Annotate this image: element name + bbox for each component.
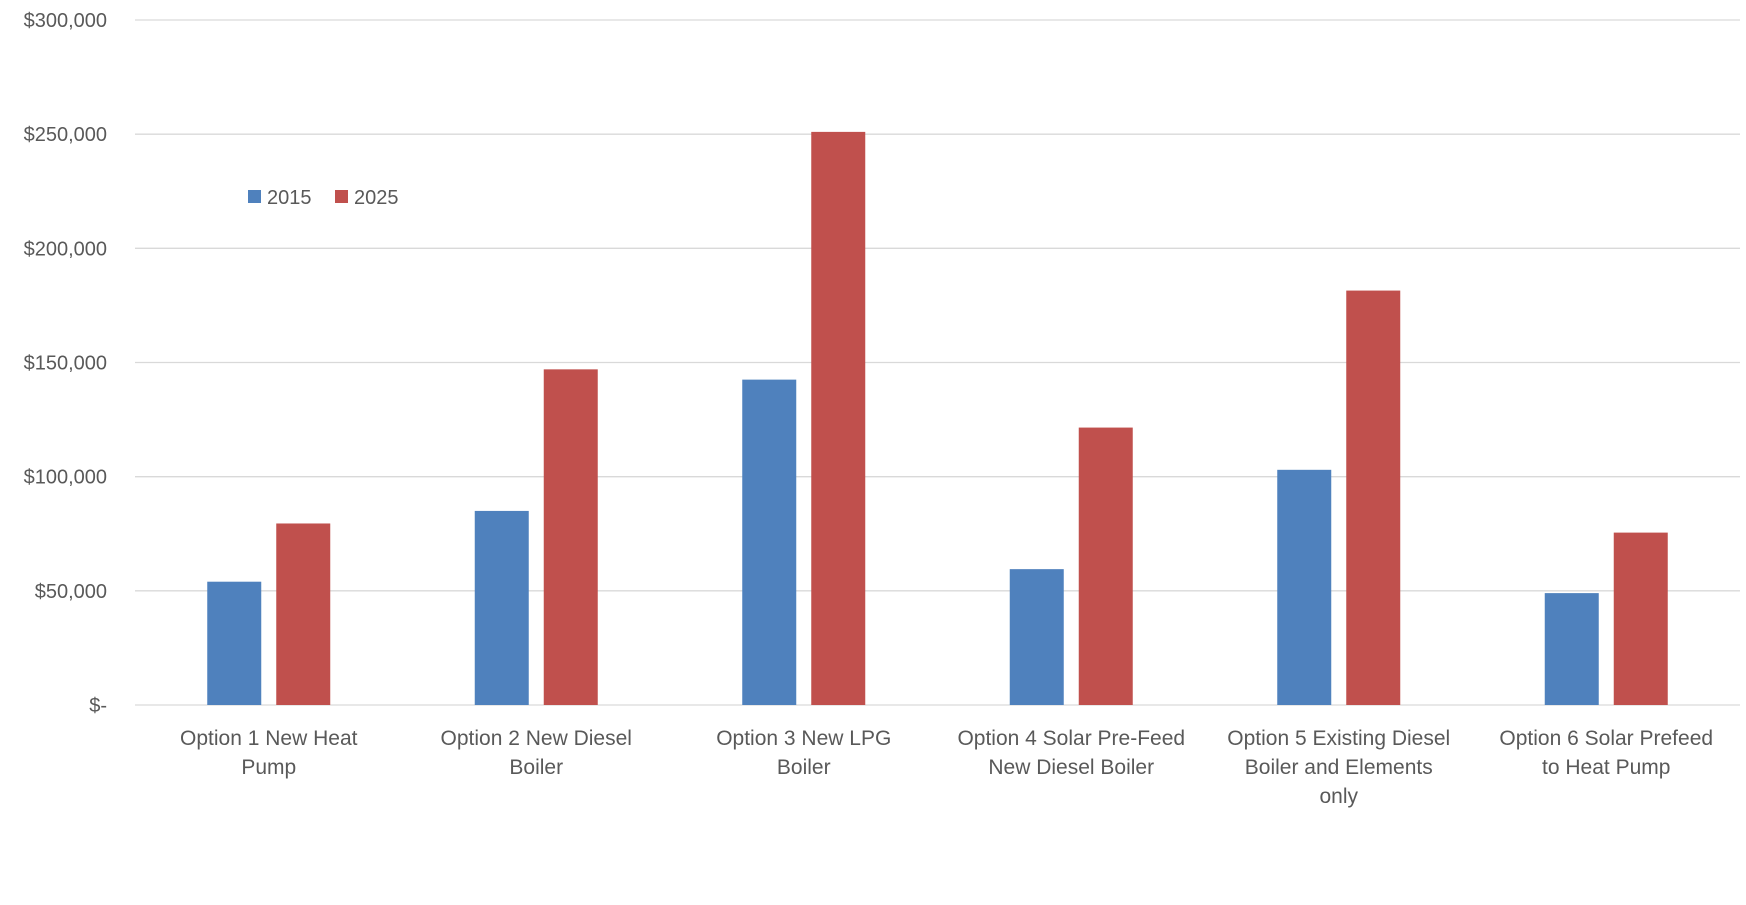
- legend-label-2015: 2015: [267, 187, 312, 209]
- y-tick-label: $100,000: [24, 467, 107, 489]
- bar-2025-3: [811, 131, 866, 706]
- gridlines: [135, 19, 1740, 706]
- x-tick-label: Option 2 New Diesel Boiler: [441, 727, 632, 779]
- x-axis-tick-labels: Option 1 New Heat Pump Option 2 New Diesel…: [180, 727, 1713, 808]
- x-tick-label: Option 3 New LPG Boiler: [716, 727, 891, 779]
- y-tick-label: $150,000: [24, 353, 107, 375]
- x-tick-label: Option 5 Existing Diesel Boiler and Eleme…: [1227, 727, 1450, 808]
- bar-2015-1: [207, 581, 262, 705]
- bar-2025-5: [1346, 290, 1401, 705]
- bar-2015-4: [1009, 569, 1064, 705]
- y-tick-label: $250,000: [24, 124, 107, 146]
- legend-label-2025: 2025: [354, 187, 399, 209]
- legend-swatch-2015: [248, 190, 261, 203]
- bar-2015-5: [1277, 469, 1332, 705]
- y-tick-label: $200,000: [24, 238, 107, 260]
- legend-swatch-2025: [335, 190, 348, 203]
- y-tick-label: $300,000: [24, 10, 107, 32]
- legend: 2015 2025: [248, 187, 399, 209]
- y-axis-tick-labels: $- $50,000 $100,000 $150,000 $200,000 $250,00…: [24, 10, 107, 717]
- x-tick-label: Option 1 New Heat Pump: [180, 727, 358, 779]
- bar-2025-2: [543, 369, 598, 705]
- bars: [207, 131, 1668, 706]
- y-tick-label: $-: [89, 695, 107, 717]
- bar-2015-6: [1544, 593, 1599, 705]
- bar-2025-6: [1613, 532, 1668, 705]
- bar-2025-4: [1078, 427, 1133, 705]
- x-tick-label: Option 6 Solar Prefeed to Heat Pump: [1499, 727, 1713, 779]
- x-tick-label: Option 4 Solar Pre-Feed New Diesel Boiler: [957, 727, 1185, 779]
- bar-2025-1: [276, 523, 331, 705]
- bar-2015-3: [742, 379, 797, 705]
- y-tick-label: $50,000: [35, 581, 107, 603]
- bar-2015-2: [474, 510, 529, 705]
